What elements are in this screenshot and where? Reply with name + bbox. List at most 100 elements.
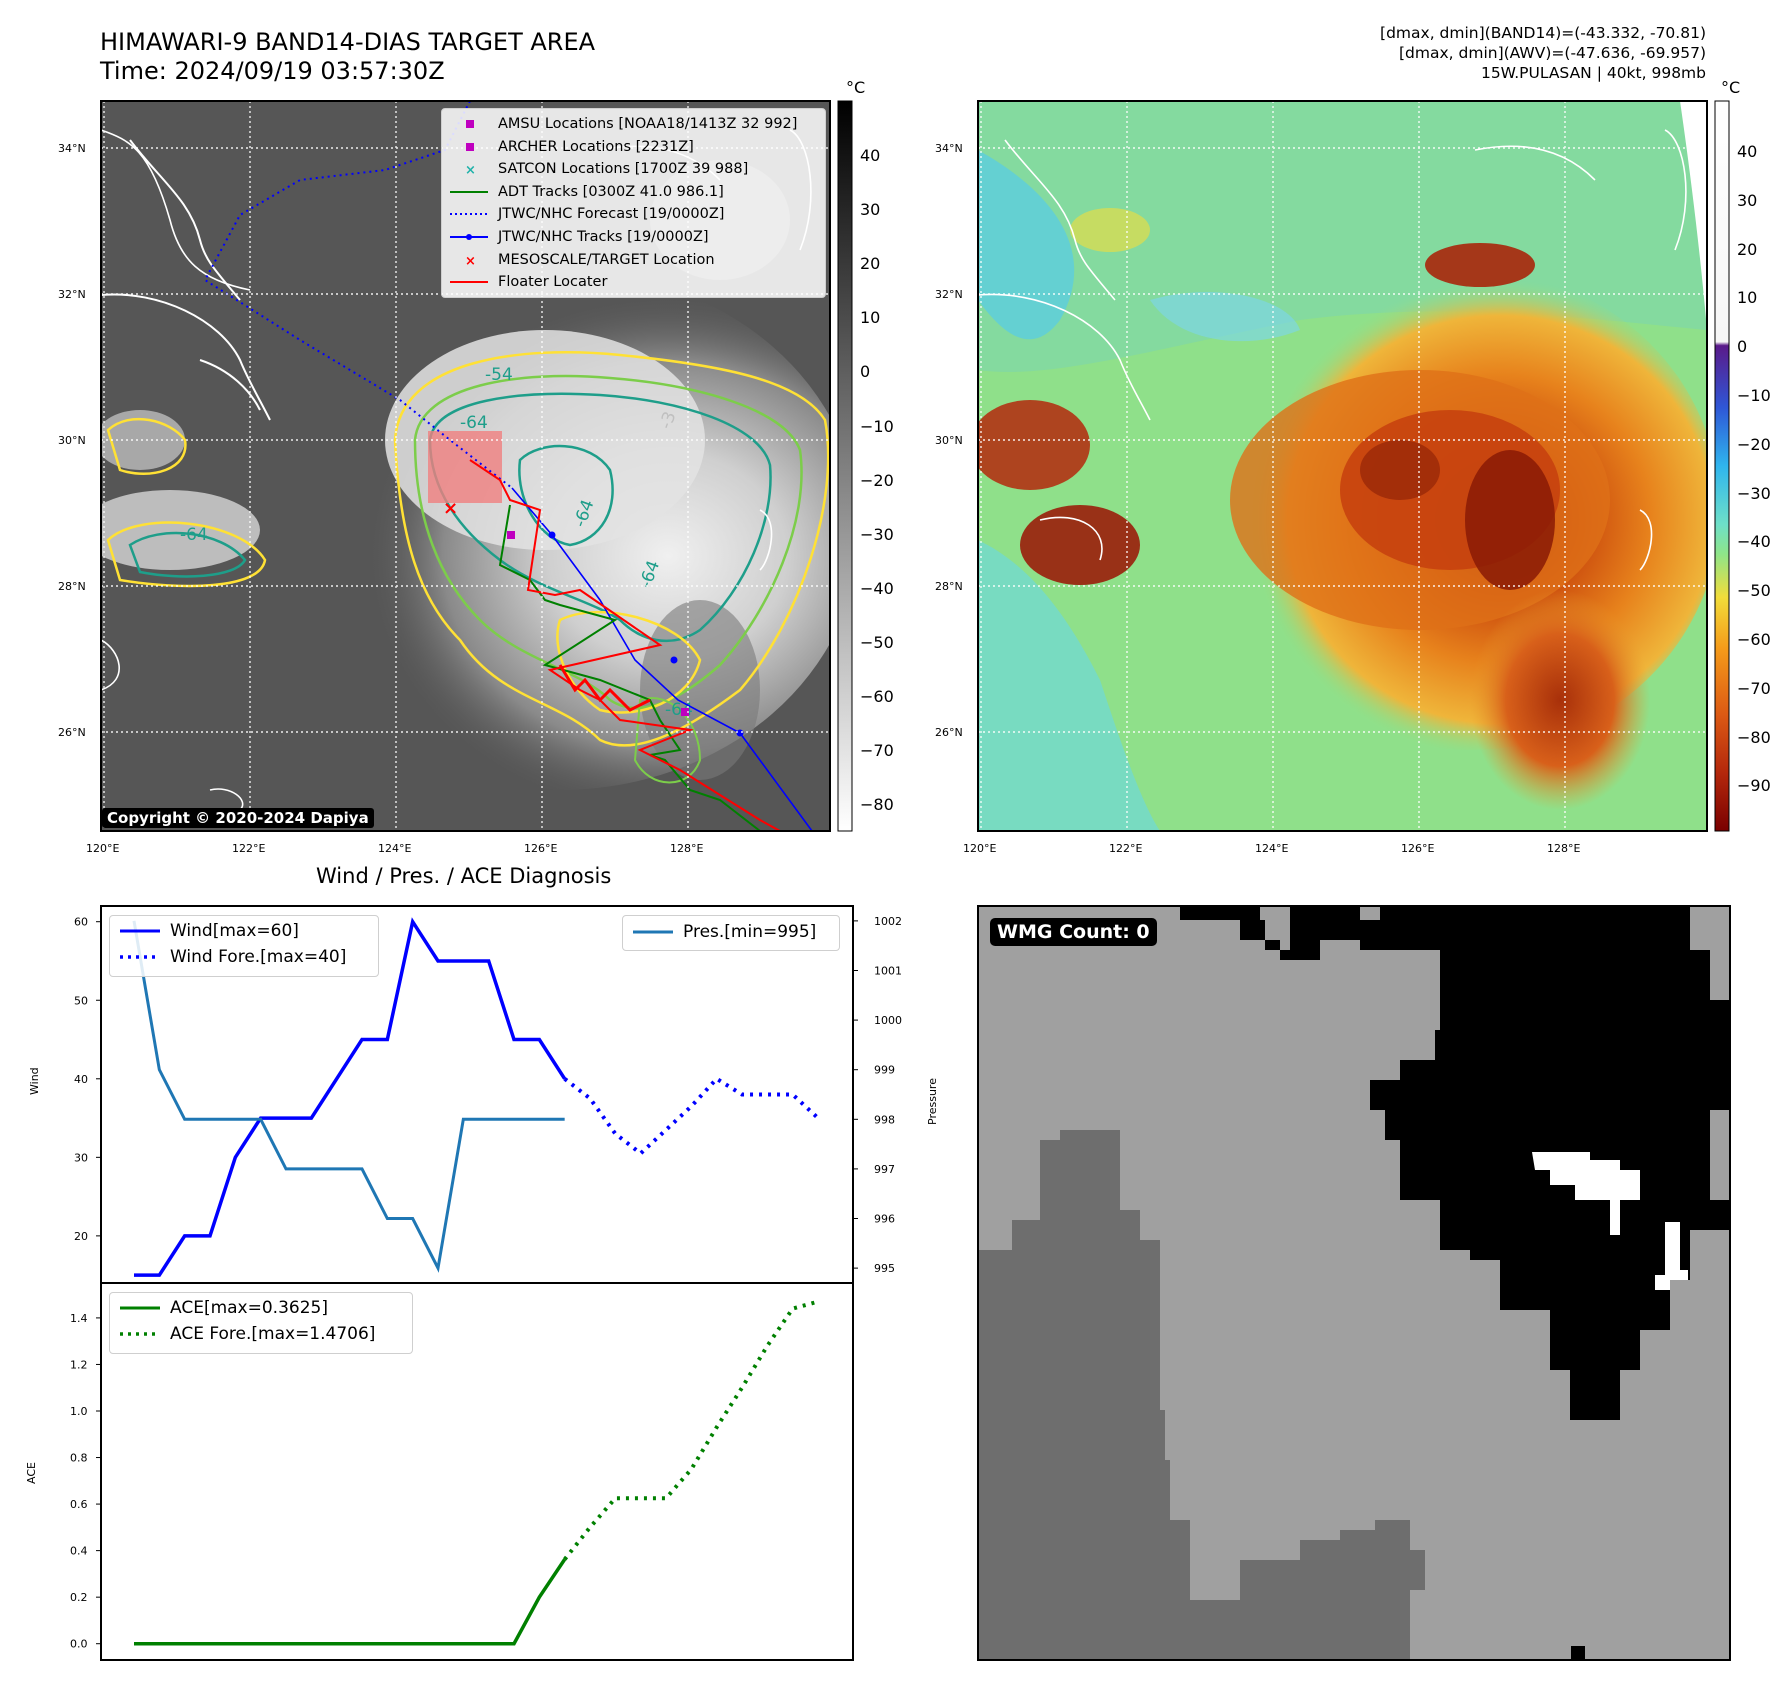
- ace-legend-swatches: [120, 1306, 160, 1336]
- wind-tick-label: 60: [74, 916, 88, 929]
- colorbar-tick: −50: [860, 632, 894, 652]
- colorbar-tick: −60: [860, 687, 894, 706]
- colorbar-tick: 0: [860, 362, 871, 382]
- ace-tick-label: 0.6: [70, 1498, 88, 1511]
- map-legend-swatch: ×: [465, 163, 476, 178]
- contour-label: -3: [656, 409, 681, 432]
- map-legend-item: AMSU Locations [NOAA18/1413Z 32 992]: [450, 113, 797, 135]
- ace-tick-label: 1.0: [70, 1405, 88, 1418]
- wind-tick-label: 20: [74, 1230, 88, 1243]
- wind-tick-label: 40: [74, 1073, 88, 1086]
- ace-tick-label: 0.4: [70, 1545, 88, 1558]
- colorbar-tick: 0: [1737, 337, 1748, 357]
- lat-label: 34°N: [935, 142, 963, 155]
- lat-label: 32°N: [58, 288, 86, 301]
- map-legend: AMSU Locations [NOAA18/1413Z 32 992] ARCH…: [441, 108, 826, 298]
- pressure-tick-label: 995: [874, 1262, 895, 1275]
- colorbar-tick: −80: [860, 795, 894, 815]
- colorbar-tick: 40: [1737, 142, 1758, 161]
- map-legend-swatch: [450, 234, 488, 240]
- colorbar-unit: °C: [846, 78, 866, 97]
- colorbar-tick: −10: [1737, 386, 1771, 405]
- ace-tick-label: 1.2: [70, 1358, 88, 1371]
- lat-label: 28°N: [58, 580, 86, 593]
- lon-label: 122°E: [1109, 842, 1143, 855]
- map-legend-item: ADT Tracks [0300Z 41.0 986.1]: [450, 181, 724, 203]
- map-legend-item: JTWC/NHC Tracks [19/0000Z]: [450, 226, 709, 248]
- chart-title: HIMAWARI-9 BAND14-DIAS TARGET AREA: [100, 28, 596, 56]
- svg-text:×: ×: [465, 163, 476, 178]
- ace-tick-label: 0.2: [70, 1591, 88, 1604]
- colorbar-tick: −40: [1737, 532, 1771, 552]
- contour-label: -54: [485, 365, 513, 385]
- copyright-badge: Copyright © 2020-2024 Dapiya: [102, 808, 374, 828]
- colorbar-tick: −20: [1737, 434, 1771, 454]
- lon-label: 124°E: [378, 842, 412, 855]
- pressure-legend: Pres.[min=995]: [622, 915, 840, 951]
- pressure-legend-label: Pres.[min=995]: [683, 922, 817, 942]
- colorbar-tick: −90: [1737, 776, 1771, 796]
- colorbar-tick: −70: [860, 741, 894, 761]
- colorbar-tick: −10: [860, 416, 894, 436]
- colorbar-tick: 10: [860, 308, 881, 328]
- map-legend-item: ARCHER Locations [2231Z]: [450, 136, 694, 158]
- ace-legend-label: ACE[max=0.3625]: [170, 1298, 328, 1318]
- lon-label: 126°E: [1401, 842, 1435, 855]
- lat-label: 28°N: [935, 580, 963, 593]
- wind-legend-label: Wind[max=60]: [170, 921, 299, 941]
- lat-label: 26°N: [935, 726, 963, 739]
- pressure-legend-swatch: [633, 930, 673, 934]
- svg-text:×: ×: [465, 254, 476, 269]
- info-band14: [dmax, dmin](BAND14)=(-43.332, -70.81): [1380, 24, 1706, 42]
- wind-legend: Wind[max=60] Wind Fore.[max=40]: [109, 915, 379, 977]
- lon-label: 122°E: [232, 842, 266, 855]
- pressure-tick-label: 997: [874, 1163, 895, 1176]
- svg-text:×: ×: [443, 498, 458, 519]
- wind-fore-legend-label: Wind Fore.[max=40]: [170, 947, 347, 967]
- map-legend-item: SATCON Locations [1700Z 39 988] ×: [450, 158, 748, 180]
- series-line: [132, 920, 565, 1273]
- diagnosis-title: Wind / Pres. / ACE Diagnosis: [316, 864, 612, 888]
- colorbar-tick: 30: [860, 200, 881, 220]
- pressure-tick-label: 1002: [874, 915, 902, 928]
- pressure-tick-label: 998: [874, 1113, 895, 1126]
- wind-legend-swatches: [120, 929, 160, 959]
- map-legend-swatch: [450, 281, 488, 284]
- colorbar-tick: −70: [1737, 678, 1771, 698]
- colorbar-tick: 40: [860, 146, 881, 165]
- colorbar-tick: −20: [860, 470, 894, 490]
- colorbar-tick: −60: [1737, 630, 1771, 649]
- map-legend-item: Floater Locater: [450, 271, 607, 293]
- series-line: [134, 1558, 567, 1646]
- pressure-tick-label: 1001: [874, 964, 902, 977]
- wind-tick-label: 30: [74, 1151, 88, 1164]
- lon-label: 126°E: [524, 842, 558, 855]
- colorbar-tick: 20: [860, 254, 881, 274]
- colorbar-tick: −50: [1737, 581, 1771, 601]
- map-legend-item: MESOSCALE/TARGET Location ×: [450, 249, 715, 271]
- lon-label: 124°E: [1255, 842, 1289, 855]
- ace-tick-label: 0.8: [70, 1452, 88, 1465]
- colorbar-tick: −80: [1737, 727, 1771, 747]
- pressure-tick-label: 1000: [874, 1014, 902, 1027]
- contour-label: -64: [180, 525, 208, 545]
- colorbar-tick: −30: [1737, 483, 1771, 503]
- lon-label: 120°E: [86, 842, 120, 855]
- chart-time: Time: 2024/09/19 03:57:30Z: [100, 57, 445, 85]
- colorbar-tick: 20: [1737, 239, 1758, 259]
- lat-label: 32°N: [935, 288, 963, 301]
- pressure-tick-label: 996: [874, 1213, 895, 1226]
- map-legend-swatch: [466, 142, 474, 151]
- series-line: [134, 917, 567, 1277]
- colorbar-unit: °C: [1721, 78, 1741, 97]
- colorbar-tick: 30: [1737, 190, 1758, 210]
- lon-label: 128°E: [1547, 842, 1581, 855]
- lon-label: 120°E: [963, 842, 997, 855]
- colorbar-tick: 10: [1737, 288, 1758, 308]
- map-legend-swatch: [450, 213, 488, 216]
- colorbar-tick: −30: [860, 524, 894, 544]
- ace-tick-label: 0.0: [70, 1638, 88, 1651]
